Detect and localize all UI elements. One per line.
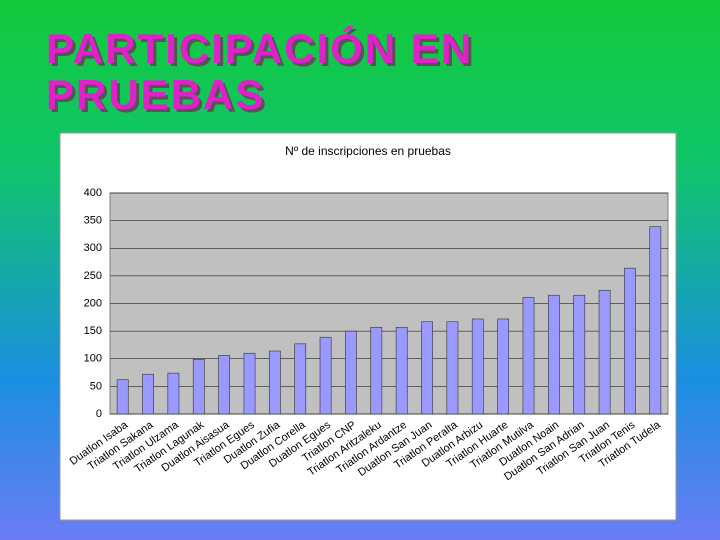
- bar: [243, 352, 256, 415]
- bar: [116, 379, 129, 415]
- bar: [547, 294, 560, 415]
- bar: [218, 355, 231, 415]
- bar: [573, 294, 586, 415]
- bar: [167, 372, 180, 415]
- bar: [319, 336, 332, 415]
- bar: [522, 297, 535, 415]
- y-tick-label: 100: [84, 353, 102, 365]
- bar: [446, 321, 459, 415]
- y-tick-label: 150: [84, 325, 102, 337]
- chart-title: Nº de inscripciones en pruebas: [285, 144, 451, 158]
- bar: [192, 359, 205, 415]
- bar: [598, 289, 611, 415]
- bar: [497, 318, 510, 415]
- bar: [345, 330, 357, 415]
- bar: [649, 226, 662, 415]
- y-tick-label: 50: [90, 380, 102, 392]
- bar: [471, 318, 484, 415]
- bar: [421, 321, 433, 415]
- slide-title: PARTICIPACIÓN EN PRUEBAS: [46, 25, 474, 118]
- bar: [268, 350, 281, 415]
- bar: [624, 267, 636, 415]
- bar: [294, 343, 307, 415]
- y-tick-label: 400: [84, 187, 102, 199]
- bar: [370, 326, 383, 415]
- bar: [142, 373, 154, 415]
- y-tick-label: 0: [96, 408, 102, 420]
- bar: [395, 326, 408, 415]
- y-tick-label: 300: [84, 242, 102, 254]
- y-tick-label: 250: [84, 270, 102, 282]
- y-tick-label: 350: [84, 215, 102, 227]
- y-tick-label: 200: [84, 297, 102, 309]
